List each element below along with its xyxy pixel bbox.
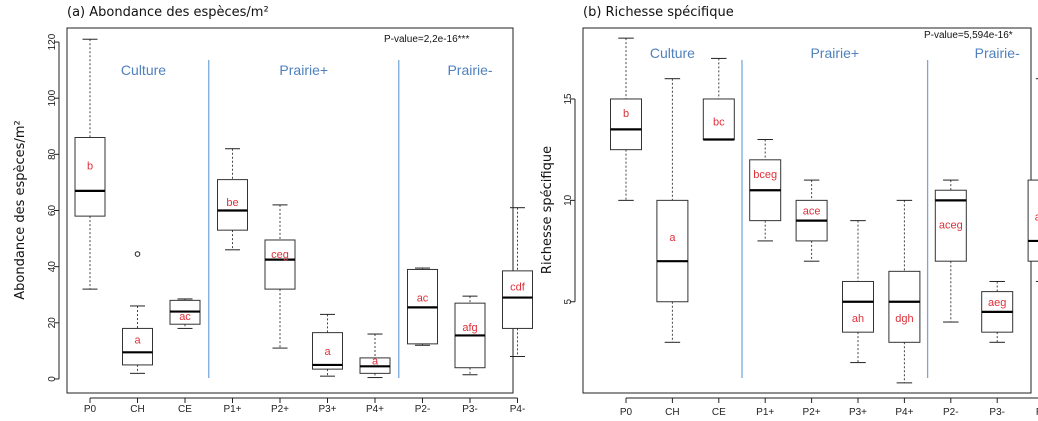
boxplot-CH: a (657, 79, 688, 343)
y-tick-label: 60 (47, 205, 58, 217)
y-axis-label: Richesse spécifique (540, 146, 555, 274)
x-tick-label: P3- (989, 407, 1005, 418)
boxplot-CE: ac (170, 299, 200, 328)
x-tick-label: P2- (943, 407, 959, 418)
chart-title: (b) Richesse spécifique (583, 5, 734, 20)
group-label: Prairie+ (810, 45, 859, 61)
boxplot-P2+: ceg (265, 205, 295, 348)
y-tick-label: 15 (563, 93, 574, 105)
box (265, 240, 295, 289)
boxplot-P4-: cdf (503, 208, 533, 357)
significance-letter: ceg (271, 249, 289, 261)
box (889, 271, 920, 342)
significance-letter: cdf (510, 281, 526, 293)
y-tick-label: 100 (47, 89, 58, 106)
outlier-point (135, 252, 140, 257)
group-label: Culture (121, 62, 166, 78)
box (657, 200, 688, 301)
x-tick-label: P3+ (849, 407, 867, 418)
boxplot-P3-: afg (455, 296, 485, 375)
significance-letter: b (87, 161, 93, 173)
y-tick-label: 10 (563, 194, 574, 206)
significance-letter: a (372, 356, 379, 368)
x-tick-label: P0 (84, 404, 97, 415)
significance-letter: bc (713, 116, 725, 128)
box (611, 99, 642, 150)
x-tick-label: P4+ (895, 407, 913, 418)
x-tick-label: CE (178, 404, 192, 415)
boxplot-P4+: a (360, 334, 390, 378)
significance-letter: ace (803, 206, 821, 218)
y-tick-label: 120 (47, 33, 58, 50)
x-tick-label: P4- (510, 404, 526, 415)
boxplot-P3-: aeg (982, 281, 1013, 342)
significance-letter: bceg (753, 169, 777, 181)
group-label: Prairie- (975, 45, 1020, 61)
y-tick-label: 80 (47, 148, 58, 160)
significance-letter: afg (462, 322, 477, 334)
boxplot-P4-: ace (1028, 79, 1038, 282)
boxplot-P3+: ah (843, 221, 874, 363)
significance-letter: aceg (939, 220, 963, 232)
significance-letter: ac (417, 293, 429, 305)
significance-letter: be (226, 197, 238, 209)
group-label: Prairie- (447, 62, 492, 78)
x-tick-label: P1+ (223, 404, 241, 415)
significance-letter: ah (852, 313, 864, 325)
panel-abondance: (a) Abondance des espèces/m² P-value=2,2… (13, 5, 533, 415)
boxplot-P1+: bceg (750, 140, 781, 241)
boxplot-P0: b (75, 39, 105, 289)
y-tick-label: 40 (47, 261, 58, 273)
group-label: Prairie+ (279, 62, 328, 78)
significance-letter: b (623, 108, 629, 120)
box (75, 138, 105, 217)
y-tick-label: 5 (563, 299, 574, 305)
boxplot-P2+: ace (796, 180, 827, 261)
boxplot-CH: a (123, 252, 153, 374)
x-tick-label: CE (712, 407, 726, 418)
x-tick-label: P2- (415, 404, 431, 415)
x-tick-label: CH (130, 404, 144, 415)
significance-letter: ac (179, 311, 191, 323)
boxplot-CE: bc (703, 58, 734, 139)
y-axis-label: Abondance des espèces/m² (13, 120, 28, 299)
x-tick-label: P3+ (318, 404, 336, 415)
boxplot-P2-: aceg (935, 180, 966, 322)
x-tick-label: P3- (462, 404, 478, 415)
panel-richesse: (b) Richesse spécifique P-value=5,594e-1… (540, 5, 1038, 418)
significance-letter: a (134, 335, 141, 347)
y-tick-label: 20 (47, 317, 58, 329)
box (503, 271, 533, 329)
x-tick-label: P2+ (803, 407, 821, 418)
chart-title: (a) Abondance des espèces/m² (67, 5, 269, 20)
boxplot-P1+: be (218, 149, 248, 250)
significance-letter: a (324, 346, 331, 358)
boxplot-P4+: dgh (889, 200, 920, 383)
x-tick-label: P2+ (271, 404, 289, 415)
y-tick-label: 0 (47, 376, 58, 382)
boxplot-P2-: ac (408, 268, 438, 345)
group-label: Culture (650, 45, 695, 61)
x-tick-label: P1+ (756, 407, 774, 418)
x-tick-label: P4+ (366, 404, 384, 415)
significance-letter: aeg (988, 297, 1006, 309)
x-tick-label: CH (665, 407, 679, 418)
significance-letter: dgh (895, 313, 913, 325)
significance-letter: a (669, 232, 676, 244)
boxplot-P0: b (611, 38, 642, 200)
p-value-label: P-value=5,594e-16* (924, 30, 1013, 41)
p-value-label: P-value=2,2e-16*** (384, 34, 469, 45)
x-tick-label: P0 (620, 407, 633, 418)
boxplot-P3+: a (313, 314, 343, 376)
